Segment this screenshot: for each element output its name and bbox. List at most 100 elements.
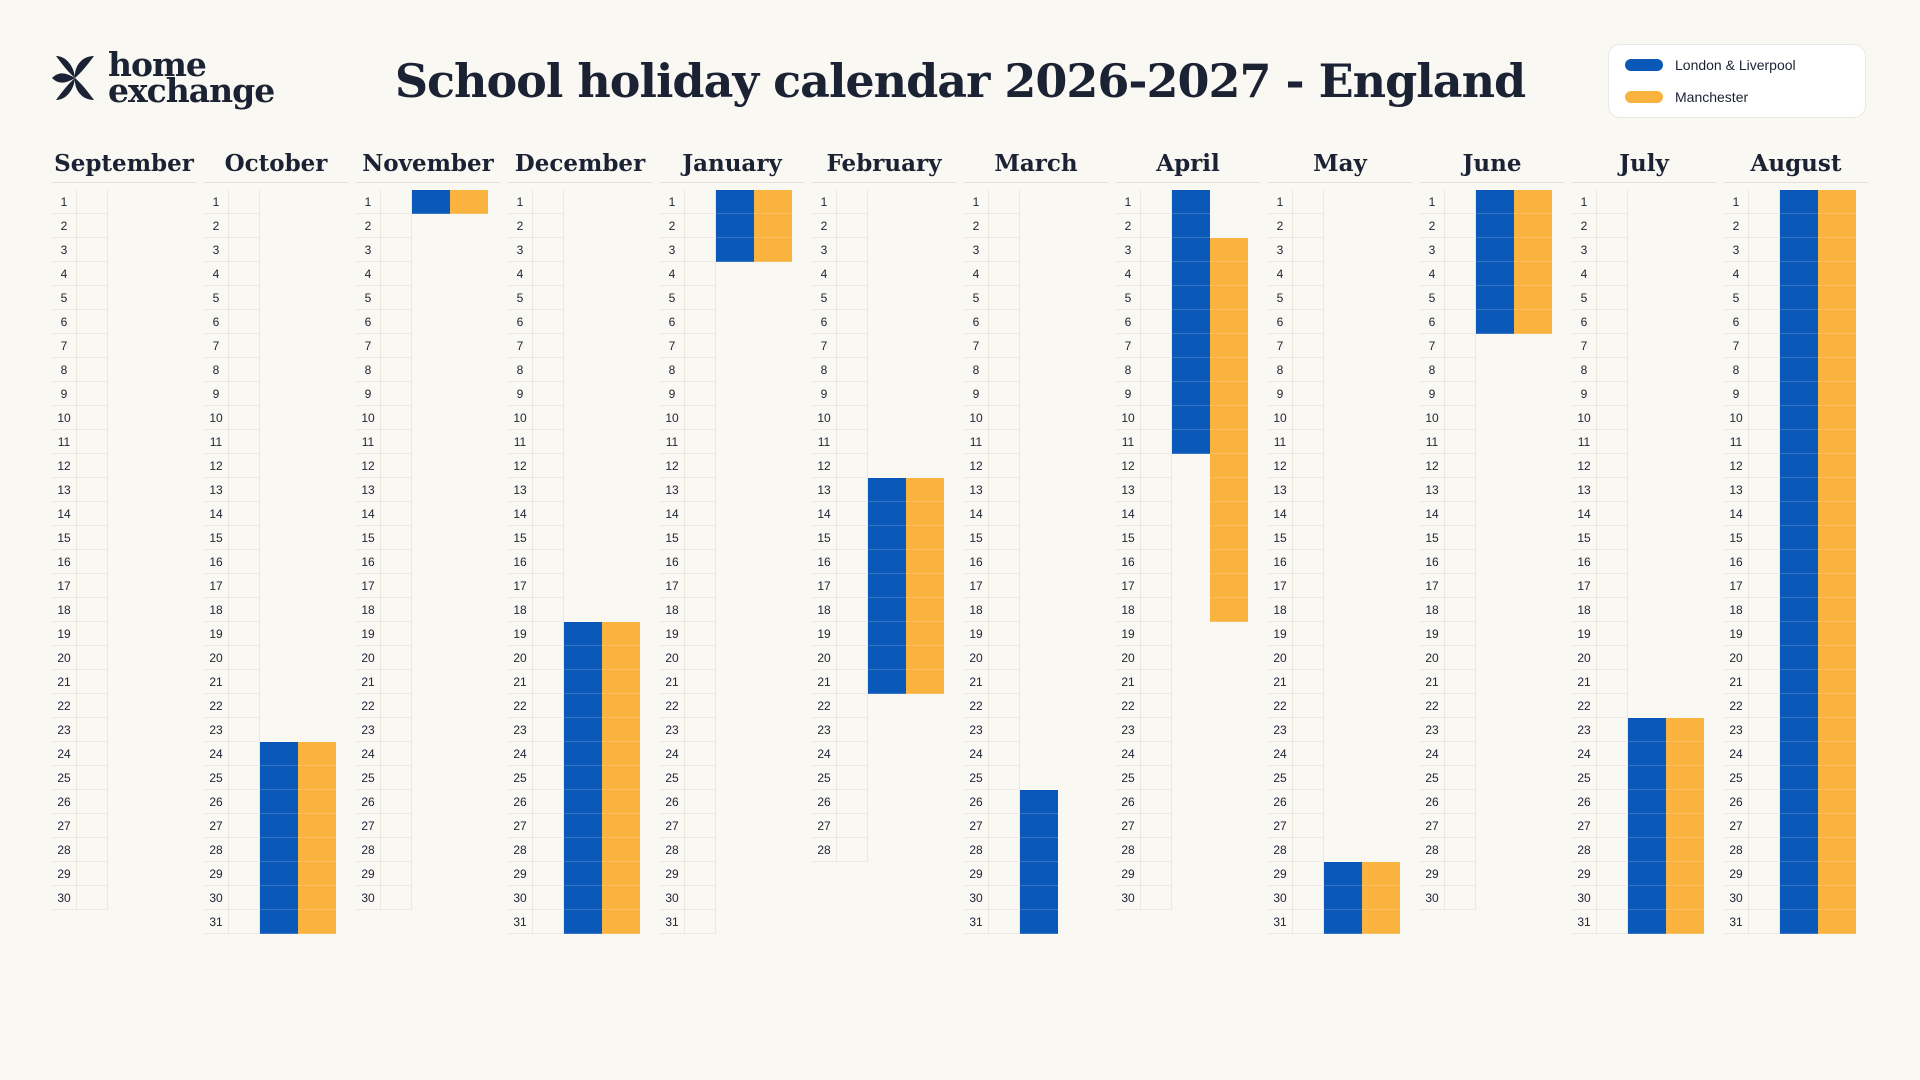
day-row: 24 <box>660 742 716 766</box>
day-number: 3 <box>1268 238 1293 262</box>
day-cell <box>1749 622 1780 646</box>
day-cell <box>837 454 868 478</box>
day-row: 1 <box>1268 190 1324 214</box>
day-cell <box>1141 886 1172 910</box>
holiday-bar-manchester <box>1514 310 1552 334</box>
holiday-bar-london-liverpool <box>1172 214 1210 238</box>
day-number: 23 <box>1724 718 1749 742</box>
holiday-bar-manchester <box>298 790 336 814</box>
day-number: 31 <box>964 910 989 934</box>
holiday-bar-london-liverpool <box>1780 430 1818 454</box>
holiday-bar-london-liverpool <box>868 622 906 646</box>
month-february: February 1 2 3 4 5 6 7 8 9 10 11 12 13 14 15 16 17 18 19 20 2… <box>812 146 956 862</box>
day-cell <box>229 286 260 310</box>
day-cell <box>1749 766 1780 790</box>
day-row: 6 <box>1724 310 1780 334</box>
day-row: 3 <box>1420 238 1476 262</box>
day-number: 18 <box>812 598 837 622</box>
day-number: 20 <box>1420 646 1445 670</box>
day-number: 30 <box>508 886 533 910</box>
holiday-bar-manchester <box>1210 238 1248 262</box>
holiday-bar-manchester <box>602 766 640 790</box>
day-row: 21 <box>660 670 716 694</box>
holiday-bar-london-liverpool <box>1476 214 1514 238</box>
day-row: 6 <box>1268 310 1324 334</box>
day-cell <box>1597 526 1628 550</box>
day-number: 23 <box>660 718 685 742</box>
day-row: 17 <box>356 574 412 598</box>
holiday-bar-manchester <box>1818 622 1856 646</box>
day-number: 6 <box>508 310 533 334</box>
holiday-bar-manchester <box>602 790 640 814</box>
holiday-bar-manchester <box>1818 502 1856 526</box>
holiday-bar-london-liverpool <box>564 718 602 742</box>
day-number: 25 <box>204 766 229 790</box>
day-cell <box>989 766 1020 790</box>
day-number: 8 <box>660 358 685 382</box>
day-cell <box>229 262 260 286</box>
day-number: 12 <box>1724 454 1749 478</box>
day-cell <box>1445 598 1476 622</box>
day-cell <box>77 526 108 550</box>
day-number: 27 <box>1572 814 1597 838</box>
holiday-bar-manchester <box>298 766 336 790</box>
holiday-bar-manchester <box>602 646 640 670</box>
day-number: 29 <box>660 862 685 886</box>
day-cell <box>381 670 412 694</box>
holiday-bar-london-liverpool <box>868 526 906 550</box>
holiday-bar-london-liverpool <box>1780 694 1818 718</box>
day-row: 30 <box>1572 886 1628 910</box>
day-row: 30 <box>1116 886 1172 910</box>
day-number: 2 <box>1724 214 1749 238</box>
day-number: 24 <box>1420 742 1445 766</box>
day-row: 20 <box>204 646 260 670</box>
day-number: 7 <box>660 334 685 358</box>
day-row: 24 <box>356 742 412 766</box>
day-cell <box>685 190 716 214</box>
day-cell <box>381 622 412 646</box>
day-number: 25 <box>660 766 685 790</box>
day-cell <box>1597 550 1628 574</box>
day-row: 10 <box>356 406 412 430</box>
day-number: 5 <box>964 286 989 310</box>
day-number: 7 <box>1572 334 1597 358</box>
holiday-bar-london-liverpool <box>868 478 906 502</box>
holiday-bar-manchester <box>1818 478 1856 502</box>
day-cell <box>77 574 108 598</box>
day-row: 17 <box>1724 574 1780 598</box>
day-row: 23 <box>356 718 412 742</box>
day-number: 23 <box>508 718 533 742</box>
day-number: 29 <box>204 862 229 886</box>
day-row: 25 <box>356 766 412 790</box>
day-row: 21 <box>52 670 108 694</box>
holiday-bar-london-liverpool <box>1628 838 1666 862</box>
day-cell <box>685 790 716 814</box>
day-number: 20 <box>52 646 77 670</box>
day-cell <box>1597 886 1628 910</box>
day-row: 18 <box>1724 598 1780 622</box>
day-number: 29 <box>1116 862 1141 886</box>
day-row: 7 <box>660 334 716 358</box>
holiday-bar-london-liverpool <box>1780 478 1818 502</box>
day-number: 9 <box>52 382 77 406</box>
day-number: 11 <box>356 430 381 454</box>
day-cell <box>1293 238 1324 262</box>
holiday-bar-manchester <box>450 190 488 214</box>
day-number: 16 <box>964 550 989 574</box>
day-number: 7 <box>1268 334 1293 358</box>
day-cell <box>837 742 868 766</box>
day-number: 13 <box>1420 478 1445 502</box>
day-cell <box>989 526 1020 550</box>
day-cell <box>1445 646 1476 670</box>
holiday-bar-manchester <box>1666 718 1704 742</box>
day-cell <box>1293 526 1324 550</box>
day-cell <box>1141 550 1172 574</box>
day-number: 11 <box>1268 430 1293 454</box>
day-cell <box>1597 478 1628 502</box>
day-cell <box>1445 454 1476 478</box>
day-number: 21 <box>356 670 381 694</box>
day-number: 31 <box>1572 910 1597 934</box>
day-row: 29 <box>356 862 412 886</box>
day-row: 21 <box>812 670 868 694</box>
day-cell <box>1597 646 1628 670</box>
